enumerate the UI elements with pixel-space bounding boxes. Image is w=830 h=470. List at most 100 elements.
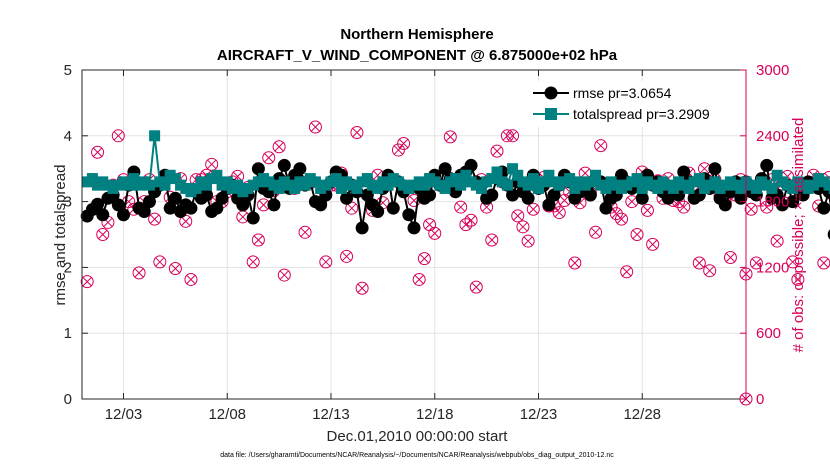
- rmse-point: [184, 201, 198, 215]
- rmse-point: [236, 198, 250, 212]
- rmse-point: [293, 162, 307, 176]
- rmse-point: [827, 229, 830, 240]
- obs-possible-point: [526, 202, 540, 216]
- obs-possible-point: [568, 256, 582, 270]
- rmse-point: [635, 191, 649, 205]
- totalspread-point: [123, 179, 135, 191]
- obs-assimilated-point: [300, 227, 310, 238]
- rmse-point: [521, 191, 535, 205]
- totalspread-point: [299, 179, 311, 191]
- totalspread-point: [807, 179, 819, 191]
- rmse-point: [111, 198, 125, 212]
- rmse-point: [760, 158, 774, 172]
- obs-possible-point: [246, 255, 260, 269]
- obs-assimilated-point: [492, 146, 502, 157]
- obs-possible-point: [148, 212, 162, 226]
- y-right-tick-label: 1200: [756, 259, 789, 276]
- obs-assimilated-point: [97, 229, 108, 240]
- rmse-point: [423, 188, 437, 202]
- y-tick-label: 0: [64, 391, 72, 408]
- obs-assimilated-point: [616, 214, 627, 225]
- legend-box: [528, 81, 740, 127]
- obs-assimilated-point: [455, 202, 466, 212]
- rmse-point: [786, 195, 800, 209]
- obs-possible-point: [350, 126, 364, 140]
- totalspread-point: [652, 182, 664, 194]
- obs-assimilated-point: [263, 152, 274, 163]
- y-tick-label: 2: [64, 259, 72, 276]
- obs-assimilated-point: [82, 276, 93, 287]
- obs-assimilated-point: [149, 214, 160, 225]
- obs-possible-point: [615, 212, 628, 226]
- rmse-point: [542, 198, 556, 212]
- totalspread-point: [372, 182, 384, 194]
- totalspread-point: [543, 169, 555, 181]
- obs-possible-point: [646, 237, 660, 251]
- x-tick-label: 12/08: [208, 406, 246, 423]
- obs-possible-point: [111, 129, 125, 143]
- totalspread-point: [569, 182, 581, 194]
- totalspread-point: [501, 179, 513, 191]
- obs-assimilated-point: [787, 257, 798, 267]
- obs-assimilated-point: [725, 252, 736, 263]
- totalspread-point: [636, 182, 648, 194]
- totalspread-point: [491, 166, 503, 178]
- totalspread-point: [590, 169, 602, 181]
- totalspread-point: [828, 182, 830, 194]
- totalspread-point: [486, 173, 498, 185]
- obs-assimilated-point: [793, 274, 803, 285]
- obs-assimilated-point: [320, 257, 331, 267]
- obs-possible-point: [464, 213, 478, 227]
- obs-possible-point: [630, 228, 644, 241]
- obs-assimilated-point: [569, 258, 580, 268]
- x-tick-label: 12/03: [105, 406, 143, 423]
- obs-possible-point: [506, 129, 520, 143]
- totalspread-point: [190, 182, 202, 194]
- y-right-tick-label: 3000: [756, 62, 789, 79]
- totalspread-point: [735, 182, 747, 194]
- obs-possible-point: [594, 139, 608, 153]
- legend-totalspread-label: totalspread pr=3.2909: [573, 106, 710, 122]
- obs-possible-point: [620, 265, 634, 279]
- obs-assimilated-point: [512, 211, 523, 221]
- obs-possible-point: [749, 256, 763, 270]
- totalspread-point: [584, 176, 596, 188]
- obs-assimilated-point: [461, 219, 471, 230]
- obs-assimilated-point: [772, 236, 782, 246]
- obs-possible-point: [417, 252, 431, 266]
- obs-assimilated-point: [237, 212, 248, 222]
- rmse-point: [775, 198, 789, 212]
- totalspread-point: [169, 173, 181, 185]
- obs-possible-point: [168, 261, 182, 275]
- obs-assimilated-point: [274, 141, 284, 152]
- obs-assimilated-point: [590, 227, 601, 238]
- obs-assimilated-point: [704, 265, 715, 276]
- obs-assimilated-point: [699, 163, 710, 174]
- obs-assimilated-point: [258, 200, 269, 210]
- totalspread-point: [709, 176, 721, 188]
- obs-possible-point: [428, 226, 442, 240]
- totalspread-point: [201, 179, 212, 191]
- rmse-point: [210, 201, 224, 215]
- totalspread-point: [351, 182, 363, 194]
- obs-assimilated-point: [518, 221, 528, 232]
- rmse-point: [246, 211, 260, 225]
- obs-assimilated-point: [678, 202, 689, 212]
- obs-assimilated-point: [466, 215, 476, 226]
- data-file-footnote: data file: /Users/gharamti/Documents/NCA…: [220, 452, 614, 459]
- obs-possible-point: [677, 200, 691, 214]
- x-tick-label: 12/28: [623, 406, 661, 423]
- obs-assimilated-point: [134, 268, 144, 278]
- obs-possible-point: [91, 145, 105, 159]
- totalspread-point: [143, 179, 155, 191]
- totalspread-point: [475, 182, 487, 194]
- obs-assimilated-point: [632, 229, 642, 240]
- obs-possible-point: [770, 234, 784, 248]
- obs-assimilated-point: [279, 270, 290, 280]
- obs-possible-point: [298, 225, 312, 239]
- legend-totalspread-marker: [545, 108, 557, 120]
- totalspread-point: [159, 179, 171, 191]
- rmse-point: [506, 188, 520, 202]
- obs-assimilated-point: [818, 258, 829, 268]
